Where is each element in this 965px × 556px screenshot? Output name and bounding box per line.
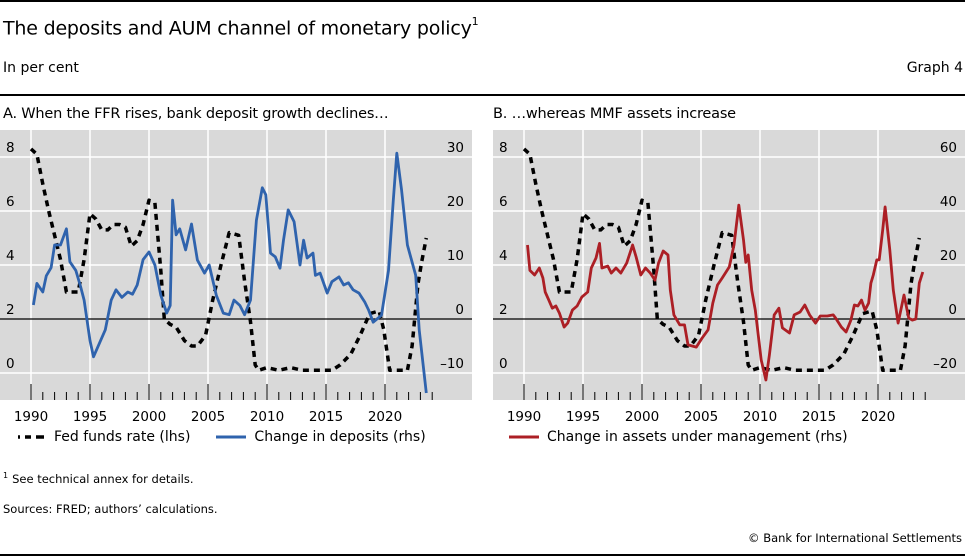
bottom-rule	[0, 554, 965, 556]
panel-b-title: B. …whereas MMF assets increase	[493, 106, 736, 122]
footnote-marker: 1	[3, 471, 9, 480]
panel-a-series-fed-funds-rate-lhs	[29, 147, 429, 373]
panel-a-ytick-left-label: 0	[6, 356, 15, 372]
copyright: © Bank for International Settlements	[748, 531, 962, 545]
panel-a-ytick-right-label: 10	[447, 248, 464, 264]
panel-a-xtick-label: 2020	[368, 409, 402, 425]
legend-item-ffr: Fed funds rate (lhs)	[16, 429, 190, 445]
panel-b-ytick-left-label: 4	[499, 248, 508, 264]
header-rule	[0, 94, 965, 96]
panel-b-ytick-left-label: 0	[499, 356, 508, 372]
panel-a-xtick-label: 2015	[309, 409, 343, 425]
panel-b-xtick-label: 2015	[802, 409, 836, 425]
panel-a-ytick-left-label: 6	[6, 194, 15, 210]
panel-b-xtick-label: 2010	[743, 409, 777, 425]
panel-b-ytick-right-label: 40	[940, 194, 957, 210]
legend-swatch-dashed	[16, 430, 46, 444]
title-footnote-ref: 1	[471, 15, 479, 28]
legend-swatch-blue	[216, 430, 247, 444]
panel-b-ytick-left-label: 2	[499, 302, 508, 318]
legend-label-ffr: Fed funds rate (lhs)	[54, 429, 191, 445]
panel-b-ytick-right-label: –20	[933, 356, 957, 372]
legend-swatch-red	[509, 430, 539, 444]
panel-a-ytick-left-label: 2	[6, 302, 15, 318]
panel-a-xtick-label: 2000	[132, 409, 166, 425]
panel-a-ytick-left-label: 4	[6, 248, 15, 264]
chart-subtitle: In per cent	[3, 60, 79, 76]
panel-a-title: A. When the FFR rises, bank deposit grow…	[3, 106, 389, 122]
legend-label-deposits: Change in deposits (rhs)	[254, 429, 426, 445]
panel-a-xtick-label: 1995	[73, 409, 107, 425]
sources-note: Sources: FRED; authors’ calculations.	[3, 502, 218, 516]
top-rule	[0, 0, 965, 2]
footnote-text: See technical annex for details.	[12, 471, 194, 486]
legend-item-aum: Change in assets under management (rhs)	[509, 429, 848, 445]
panel-b-xtick-label: 2000	[625, 409, 659, 425]
footnote: 1 See technical annex for details.	[3, 471, 194, 486]
panel-b-ytick-right-label: 20	[940, 248, 957, 264]
panel-b-ytick-left-label: 6	[499, 194, 508, 210]
panel-b-legend: Change in assets under management (rhs)	[509, 429, 874, 445]
panel-b-xtick-label: 1995	[566, 409, 600, 425]
panel-b-xtick-label: 2005	[684, 409, 718, 425]
panel-a-ytick-right-label: –10	[440, 356, 464, 372]
panel-a-ytick-left-label: 8	[6, 140, 15, 156]
panel-a-xtick-label: 1990	[14, 409, 48, 425]
chart-title: The deposits and AUM channel of monetary…	[3, 15, 479, 40]
panel-a-ytick-right-label: 30	[447, 140, 464, 156]
panel-b-series-fed-funds-rate-lhs	[522, 147, 922, 373]
panel-b-xtick-label: 1990	[507, 409, 541, 425]
legend-label-aum: Change in assets under management (rhs)	[547, 429, 848, 445]
panel-b-ytick-left-label: 8	[499, 140, 508, 156]
panel-b-ytick-right-label: 60	[940, 140, 957, 156]
panel-a-legend: Fed funds rate (lhs) Change in deposits …	[16, 429, 452, 445]
graph-number: Graph 4	[906, 60, 963, 76]
panel-b-ytick-right-label: 0	[948, 302, 957, 318]
panel-a-xtick-label: 2010	[250, 409, 284, 425]
panel-a-xtick-label: 2005	[191, 409, 225, 425]
legend-item-deposits: Change in deposits (rhs)	[216, 429, 426, 445]
panel-a-ytick-right-label: 20	[447, 194, 464, 210]
panel-a-series-change-in-deposits-rhs	[32, 151, 428, 394]
panel-a-ytick-right-label: 0	[455, 302, 464, 318]
panel-b-xtick-label: 2020	[861, 409, 895, 425]
panel-b-series-change-in-assets-under-management-rhs	[526, 203, 925, 382]
